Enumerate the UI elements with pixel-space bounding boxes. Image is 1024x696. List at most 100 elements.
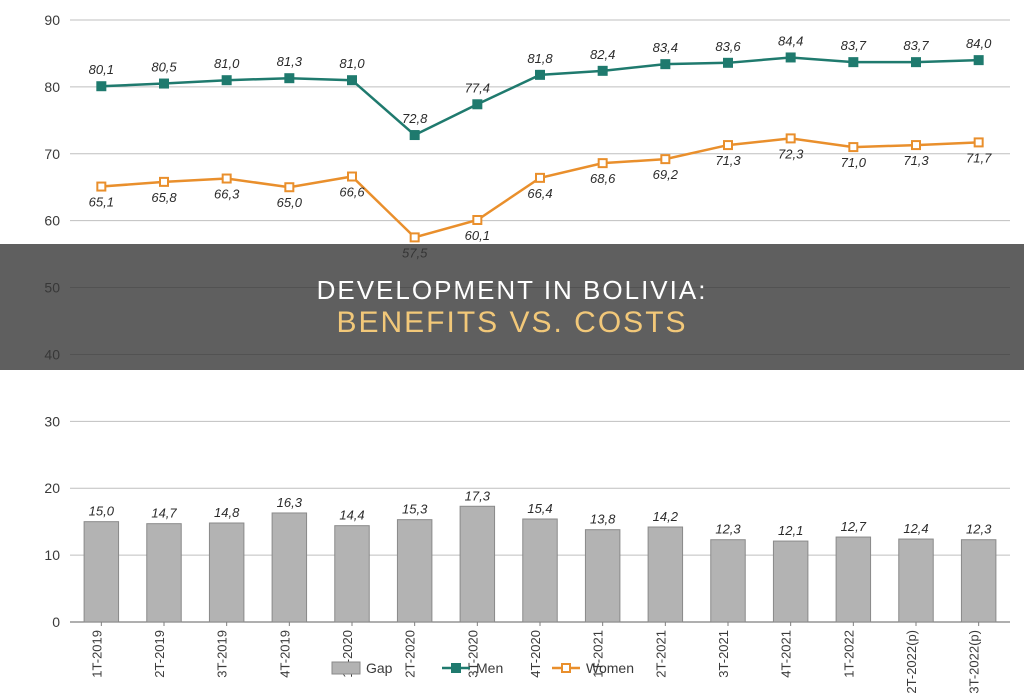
gap-value-label: 12,4 [903,521,928,536]
gap-bar [272,513,306,622]
gap-value-label: 14,8 [214,505,240,520]
title-line-1: DEVELOPMENT IN BOLIVIA: [317,275,708,306]
women-value-label: 66,3 [214,187,240,202]
x-axis-label: 2T-2021 [653,630,668,678]
women-value-label: 65,8 [151,190,177,205]
y-axis-label: 30 [44,413,60,429]
men-value-label: 80,1 [89,62,114,77]
gap-value-label: 13,8 [590,512,616,527]
gap-value-label: 12,7 [841,519,867,534]
gap-bar [460,506,494,622]
women-value-label: 65,0 [277,195,303,210]
y-axis-label: 60 [44,213,60,229]
women-marker [787,134,795,142]
y-axis-label: 10 [44,547,60,563]
women-value-label: 72,3 [778,146,804,161]
y-axis-label: 80 [44,79,60,95]
men-marker [661,60,669,68]
gap-bar [147,524,181,622]
gap-bar [335,526,369,622]
women-value-label: 68,6 [590,171,616,186]
gap-value-label: 14,7 [151,506,177,521]
gap-value-label: 15,0 [89,504,115,519]
men-marker [912,58,920,66]
gap-value-label: 17,3 [465,488,491,503]
women-marker [536,174,544,182]
men-marker [285,74,293,82]
men-value-label: 84,4 [778,33,803,48]
women-marker [661,155,669,163]
gap-value-label: 15,3 [402,502,428,517]
y-axis-label: 20 [44,480,60,496]
gap-bar [836,537,870,622]
x-axis-label: 3T-2019 [215,630,230,678]
men-value-label: 81,0 [214,56,240,71]
men-value-label: 84,0 [966,36,992,51]
men-marker [473,100,481,108]
x-axis-label: 3T-2022(p) [967,630,982,694]
gap-value-label: 12,3 [966,522,992,537]
women-value-label: 66,4 [527,186,552,201]
men-value-label: 82,4 [590,47,615,62]
men-value-label: 81,3 [277,54,303,69]
legend-label-women: Women [586,660,634,676]
men-marker [599,67,607,75]
chart-container: 010203040506070809015,014,714,816,314,41… [0,0,1024,696]
women-value-label: 71,3 [903,153,929,168]
men-value-label: 77,4 [465,80,490,95]
women-marker [473,216,481,224]
legend-label-men: Men [476,660,503,676]
men-value-label: 83,7 [841,38,867,53]
gap-bar [84,522,118,622]
men-value-label: 81,0 [339,56,365,71]
legend-marker-women [562,664,570,672]
gap-bar [397,520,431,622]
men-marker [536,71,544,79]
gap-value-label: 12,1 [778,523,803,538]
gap-value-label: 14,4 [339,508,364,523]
men-value-label: 83,6 [715,39,741,54]
gap-bar [585,530,619,622]
gap-value-label: 16,3 [277,495,303,510]
x-axis-label: 3T-2021 [716,630,731,678]
women-value-label: 65,1 [89,195,114,210]
x-axis-label: 2T-2020 [403,630,418,678]
women-marker [160,178,168,186]
gap-bar [961,540,995,622]
men-marker [160,80,168,88]
x-axis-label: 1T-2019 [89,630,104,678]
x-axis-label: 1T-2022 [841,630,856,678]
legend-swatch-gap [332,662,360,674]
women-marker [411,233,419,241]
men-marker [97,82,105,90]
men-marker [411,131,419,139]
women-marker [912,141,920,149]
y-axis-label: 0 [52,614,60,630]
women-marker [724,141,732,149]
gap-value-label: 15,4 [527,501,552,516]
legend-label-gap: Gap [366,660,393,676]
x-axis-label: 2T-2019 [152,630,167,678]
women-marker [849,143,857,151]
women-value-label: 71,0 [841,155,867,170]
x-axis-label: 4T-2019 [277,630,292,678]
men-marker [223,76,231,84]
y-axis-label: 90 [44,12,60,28]
title-line-2: BENEFITS VS. COSTS [336,306,687,340]
gap-bar [648,527,682,622]
men-marker [724,59,732,67]
women-marker [599,159,607,167]
women-marker [348,173,356,181]
y-axis-label: 70 [44,146,60,162]
gap-bar [523,519,557,622]
gap-value-label: 14,2 [653,509,679,524]
women-marker [223,175,231,183]
women-marker [285,183,293,191]
women-marker [97,183,105,191]
legend-marker-men [452,664,460,672]
women-value-label: 71,7 [966,150,992,165]
men-value-label: 80,5 [151,60,177,75]
women-value-label: 69,2 [653,167,679,182]
men-marker [849,58,857,66]
men-value-label: 81,8 [527,51,553,66]
